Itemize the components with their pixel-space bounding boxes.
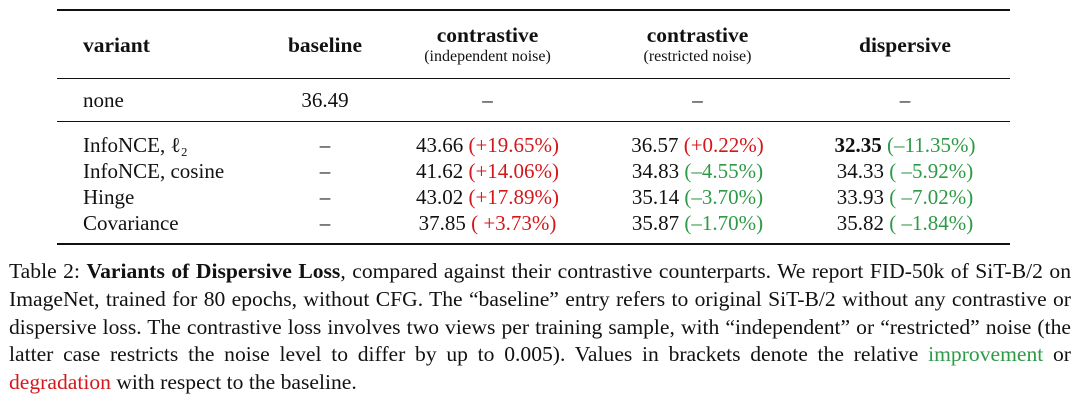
cell-independent-delta: (+17.89%) [468,185,560,209]
cell-independent-value: 43.66 [415,133,464,157]
caption-text-2: with respect to the baseline. [110,370,357,395]
table-row: Covariance – 37.85 ( +3.73%) 35.87 (–1.70%)… [57,210,1010,244]
cell-dispersive-content: 33.93 ( –7.02%) [837,184,973,210]
cell-independent-value: 43.02 [415,185,464,209]
table-row: InfoNCE, ℓ₂ – 43.66 (+19.65%) 36.57 (+0.22%… [57,122,1010,159]
cell-variant: none [83,88,124,112]
caption-improvement: improvement [928,342,1044,367]
cell-dispersive: 34.33 ( –5.92%) [800,158,1010,184]
cell-restricted: – [692,88,703,112]
header-contrastive-independent: contrastive (independent noise) [380,10,595,79]
cell-baseline: – [319,133,331,157]
cell-independent-content: 43.66 (+19.65%) [416,132,559,158]
cell-restricted-delta: (–1.70%) [684,211,764,235]
header-contrastive-restricted: contrastive (restricted noise) [595,10,800,79]
cell-dispersive-value: 33.93 [836,185,884,209]
cell-dispersive-delta: ( –7.02%) [889,185,974,209]
cell-restricted-value: 36.57 [631,133,679,157]
cell-baseline: – [319,185,331,209]
cell-independent-delta: (+19.65%) [468,133,560,157]
cell-dispersive: 33.93 ( –7.02%) [800,184,1010,210]
cell-restricted: 35.87 (–1.70%) [595,210,800,244]
results-table-container: variant baseline contrastive (independen… [57,9,1010,245]
cell-variant: Hinge [83,185,135,209]
cell-dispersive-delta: (–11.35%) [887,133,976,157]
cell-restricted-content: 35.87 (–1.70%) [632,210,763,236]
cell-variant: InfoNCE, cosine [83,159,225,183]
cell-dispersive-content: 34.33 ( –5.92%) [837,158,973,184]
header-variant: variant [83,32,150,57]
cell-dispersive: 32.35 (–11.35%) [800,122,1010,159]
cell-dispersive: – [899,88,911,112]
cell-restricted-value: 35.14 [631,185,680,209]
cell-restricted-delta: (+0.22%) [683,133,764,157]
cell-dispersive-value: 34.33 [836,159,884,183]
cell-dispersive-content: 35.82 ( –1.84%) [837,210,973,236]
cell-independent: 41.62 (+14.06%) [380,158,595,184]
cell-variant: InfoNCE, ℓ₂ [83,133,188,157]
cell-restricted-value: 34.83 [631,159,680,183]
cell-dispersive-content: 32.35 (–11.35%) [835,132,976,158]
cell-restricted-value: 35.87 [631,211,680,235]
caption-title: Variants of Dispersive Loss [86,259,341,283]
header-dispersive: dispersive [859,32,951,57]
cell-restricted: 34.83 (–4.55%) [595,158,800,184]
caption-text-1: , compared against their contrastive cou… [9,259,1072,367]
cell-independent-content: 43.02 (+17.89%) [416,184,559,210]
caption-label: Table 2: [9,259,80,283]
table-caption: Table 2: Variants of Dispersive Loss, co… [9,258,1071,397]
cell-dispersive-delta: ( –5.92%) [889,159,974,183]
header-baseline: baseline [287,32,363,57]
header-contrastive-independent-title: contrastive [436,22,539,47]
header-contrastive-restricted-sub: (restricted noise) [643,47,752,65]
cell-dispersive-value: 35.82 [836,211,884,235]
variant-rows: InfoNCE, ℓ₂ – 43.66 (+19.65%) 36.57 (+0.22%… [57,121,1010,244]
table-row: Hinge – 43.02 (+17.89%) 35.14 (–3.70%) 33.93… [57,184,1010,210]
header-row: variant baseline contrastive (independen… [57,10,1010,79]
table-row: InfoNCE, cosine – 41.62 (+14.06%) 34.83 (–4… [57,158,1010,184]
cell-independent: – [482,88,493,112]
cell-restricted-content: 36.57 (+0.22%) [631,132,764,158]
cell-restricted: 35.14 (–3.70%) [595,184,800,210]
cell-baseline: – [319,211,331,235]
cell-independent-value: 41.62 [415,159,464,183]
caption-or: or [1043,342,1071,367]
cell-variant: Covariance [83,211,179,235]
table-row-none: none 36.49 – – – [57,78,1010,122]
cell-restricted-delta: (–3.70%) [684,185,764,209]
cell-restricted-content: 34.83 (–4.55%) [632,158,763,184]
cell-independent: 37.85 ( +3.73%) [380,210,595,244]
cell-independent-content: 37.85 ( +3.73%) [419,210,557,236]
cell-independent: 43.66 (+19.65%) [380,122,595,159]
cell-restricted-delta: (–4.55%) [684,159,764,183]
cell-independent: 43.02 (+17.89%) [380,184,595,210]
header-contrastive-independent-sub: (independent noise) [424,47,551,65]
caption-degradation: degradation [9,370,111,395]
cell-dispersive: 35.82 ( –1.84%) [800,210,1010,244]
cell-independent-value: 37.85 [418,211,466,235]
cell-dispersive-value: 32.35 [834,133,882,157]
cell-baseline: – [319,159,331,183]
cell-dispersive-delta: ( –1.84%) [889,211,974,235]
cell-restricted-content: 35.14 (–3.70%) [632,184,763,210]
header-contrastive-restricted-title: contrastive [646,22,749,47]
cell-independent-delta: (+14.06%) [468,159,560,183]
cell-baseline: 36.49 [301,88,349,112]
cell-independent-content: 41.62 (+14.06%) [416,158,559,184]
dispersive-loss-variants-table: variant baseline contrastive (independen… [57,9,1010,245]
cell-independent-delta: ( +3.73%) [471,211,557,235]
cell-restricted: 36.57 (+0.22%) [595,122,800,159]
